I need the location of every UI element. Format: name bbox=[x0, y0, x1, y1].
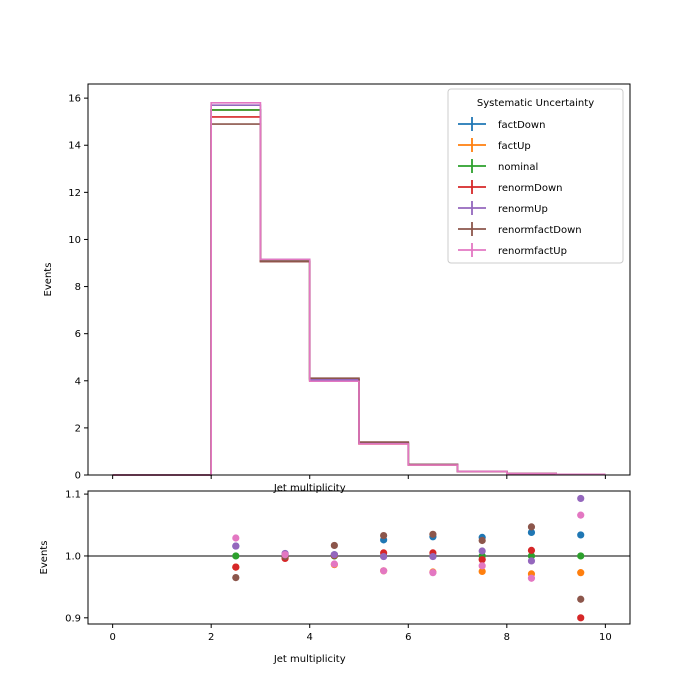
top-x-axis-label: Jet multiplicity bbox=[273, 483, 346, 494]
y-tick-label: 1.1 bbox=[65, 490, 81, 501]
y-tick-label: 6 bbox=[75, 329, 81, 340]
legend-entry-renormUp: renormUp bbox=[458, 201, 548, 215]
ratio-point-renormfactUp bbox=[429, 569, 437, 577]
ratio-plot: 0.9 1.0 1.1 0 2 4 6 8 10 Jet multiplicity Events bbox=[39, 490, 631, 665]
ratio-point-renormfactUp bbox=[577, 511, 585, 519]
y-tick-label: 12 bbox=[68, 188, 81, 199]
ratio-point-renormfactUp bbox=[330, 560, 338, 568]
ratio-point-renormfactDown bbox=[577, 595, 585, 603]
ratio-point-renormfactDown bbox=[330, 541, 338, 550]
y-tick-label: 10 bbox=[68, 235, 81, 246]
ratio-point-renormfactDown bbox=[429, 530, 437, 538]
y-tick-label: 8 bbox=[75, 282, 81, 293]
top-y-axis-label: Events bbox=[43, 263, 54, 297]
ratio-point-renormfactUp bbox=[281, 551, 289, 559]
y-tick-label: 0.9 bbox=[65, 613, 81, 624]
ratio-point-nominal bbox=[577, 552, 585, 560]
bottom-y-axis-label: Events bbox=[39, 541, 50, 575]
legend-entry-renormDown: renormDown bbox=[458, 180, 563, 194]
ratio-point-factDown bbox=[577, 531, 585, 539]
legend-entry-factDown: factDown bbox=[458, 117, 545, 131]
ratio-point-renormfactUp bbox=[527, 574, 536, 582]
histogram-renormfactUp bbox=[112, 102, 606, 476]
y-tick-label: 16 bbox=[68, 94, 81, 105]
ratio-point-renormfactDown bbox=[232, 574, 240, 582]
x-tick-label: 6 bbox=[405, 632, 411, 643]
ratio-point-renormfactDown bbox=[380, 531, 388, 540]
ratio-point-nominal bbox=[527, 552, 536, 560]
legend-label: renormfactUp bbox=[498, 246, 567, 257]
main-histogram: 0 2 4 6 8 10 12 14 16 Jet multiplicity Events bbox=[43, 83, 631, 494]
legend-label: renormfactDown bbox=[498, 225, 582, 236]
ratio-point-renormUp bbox=[232, 542, 240, 550]
ratio-point-renormfactDown bbox=[527, 523, 536, 531]
ratio-point-renormfactDown bbox=[478, 536, 486, 545]
ratio-point-factUp bbox=[577, 569, 585, 577]
top-plot-frame bbox=[87, 83, 631, 476]
x-tick-label: 8 bbox=[504, 632, 510, 643]
ratio-point-renormUp bbox=[527, 557, 536, 565]
ratio-point-renormUp bbox=[380, 552, 388, 561]
ratio-point-renormDown bbox=[577, 614, 585, 622]
legend-title: Systematic Uncertainty bbox=[477, 98, 594, 109]
ratio-point-renormfactUp bbox=[478, 562, 486, 570]
ratio-point-nominal bbox=[232, 552, 240, 560]
legend-label: factUp bbox=[498, 141, 531, 152]
y-tick-label: 4 bbox=[75, 376, 81, 387]
x-tick-label: 0 bbox=[109, 632, 115, 643]
ratio-point-renormUp bbox=[330, 551, 338, 559]
y-tick-label: 14 bbox=[68, 141, 81, 152]
ratio-point-renormUp bbox=[478, 547, 486, 555]
x-tick-label: 4 bbox=[307, 632, 313, 643]
y-tick-label: 1.0 bbox=[65, 551, 81, 562]
legend-label: renormUp bbox=[498, 204, 548, 215]
legend-box bbox=[447, 88, 624, 264]
ratio-point-factUp bbox=[478, 567, 486, 576]
legend-label: factDown bbox=[498, 120, 545, 131]
ratio-point-renormUp bbox=[429, 552, 437, 561]
ratio-point-renormDown bbox=[478, 556, 486, 564]
x-tick-label: 2 bbox=[208, 632, 214, 643]
legend-entry-renormfactDown: renormfactDown bbox=[458, 222, 582, 236]
ratio-point-renormUp bbox=[577, 494, 585, 503]
legend: Systematic Uncertainty factDown factUp nomi… bbox=[447, 88, 624, 264]
x-tick-label: 10 bbox=[599, 632, 612, 643]
ratio-point-renormDown bbox=[527, 546, 536, 554]
y-tick-label: 2 bbox=[75, 423, 81, 434]
y-tick-label: 0 bbox=[75, 471, 81, 482]
ratio-point-factDown bbox=[527, 528, 536, 537]
ratio-point-renormfactUp bbox=[380, 567, 388, 575]
legend-label: nominal bbox=[498, 162, 538, 173]
legend-label: renormDown bbox=[498, 183, 563, 194]
legend-entry-nominal: nominal bbox=[458, 159, 538, 173]
legend-entry-factUp: factUp bbox=[458, 138, 531, 152]
bottom-x-axis-label: Jet multiplicity bbox=[273, 654, 346, 665]
legend-entry-renormfactUp: renormfactUp bbox=[458, 243, 567, 257]
bottom-plot-frame bbox=[87, 490, 631, 625]
ratio-point-renormDown bbox=[232, 563, 240, 571]
ratio-point-renormfactUp bbox=[232, 534, 240, 542]
